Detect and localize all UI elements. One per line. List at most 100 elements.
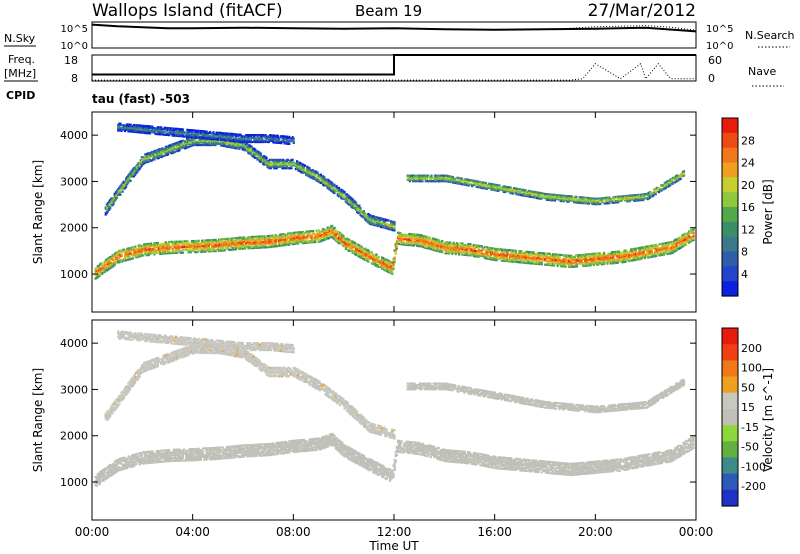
data-cell [556,194,559,197]
data-cell [194,241,197,244]
data-cell [633,199,636,202]
data-cell [152,153,155,156]
data-cell [232,247,235,250]
data-cell [165,145,168,148]
data-cell [190,137,193,140]
data-cell [367,253,370,256]
data-cell [214,249,217,253]
data-cell [255,239,258,242]
data-cell [590,254,593,257]
data-cell [113,197,116,200]
data-cell [140,245,144,248]
data-cell [500,256,503,259]
data-cell [134,169,137,172]
data-cell [445,243,448,246]
data-cell [443,246,446,249]
data-cell [175,148,179,151]
data-cell [384,262,387,265]
data-cell [352,242,355,245]
data-cell [672,248,675,251]
data-cell [133,254,136,257]
data-cell [211,248,214,251]
data-cell [169,144,172,147]
data-cell [520,251,523,254]
data-cell [437,248,440,251]
data-cell [248,242,251,246]
data-cell [361,216,364,219]
data-cell [684,240,687,244]
data-cell [522,253,525,256]
data-cell [172,145,175,148]
data-cell [138,251,141,254]
data-cell [627,259,631,263]
data-cell [593,203,596,206]
data-cell [503,255,506,258]
data-cell [238,242,241,245]
data-cell [244,244,247,247]
data-cell [637,193,640,196]
data-cell [178,149,181,152]
data-cell [314,239,317,242]
data-cell [110,197,113,200]
data-cell [297,236,300,240]
data-cell [667,249,670,253]
data-cell [450,248,453,251]
data-cell [449,176,452,180]
data-cell [381,256,384,259]
data-cell [538,257,541,260]
data-cell [342,236,345,239]
data-cell [131,246,135,249]
data-cell [638,253,641,257]
data-cell [642,198,645,202]
data-cell [638,248,641,251]
data-cell [177,247,180,250]
data-cell [649,246,652,249]
data-cell [483,248,486,251]
data-cell [478,251,481,254]
freq-label: Freq. [8,53,35,66]
data-cell [665,183,669,186]
data-cell [357,253,360,256]
data-cell [251,245,255,248]
data-cell [652,191,655,194]
data-cell [288,161,291,164]
data-cell [650,193,653,196]
data-cell [638,258,641,261]
data-cell [483,184,486,187]
data-cell [539,253,542,256]
data-cell [104,266,107,269]
data-cell [412,174,415,177]
data-cell [359,253,362,256]
data-cell [597,257,600,261]
data-cell [425,177,428,180]
data-cell [612,196,615,199]
data-cell [624,199,627,202]
data-cell [433,244,436,247]
data-cell [189,143,192,146]
data-cell [429,178,432,181]
data-cell [537,257,540,260]
data-cell [624,253,627,256]
data-cell [447,246,451,249]
data-cell [530,262,533,265]
data-cell [264,236,267,239]
data-cell [168,246,171,249]
data-cell [398,231,401,234]
data-cell [166,153,170,156]
data-cell [109,264,112,267]
data-cell [219,239,222,243]
data-cell [621,255,624,258]
data-cell [172,151,175,154]
data-cell [225,142,228,145]
data-cell [534,192,537,195]
data-cell [656,249,659,252]
data-cell [185,247,188,250]
data-cell [335,185,338,188]
data-cell [177,246,180,249]
data-cell [162,148,165,151]
data-cell [374,258,377,261]
data-cell [526,191,529,194]
data-cell [639,194,643,198]
data-cell [518,255,521,258]
data-cell [427,174,430,177]
